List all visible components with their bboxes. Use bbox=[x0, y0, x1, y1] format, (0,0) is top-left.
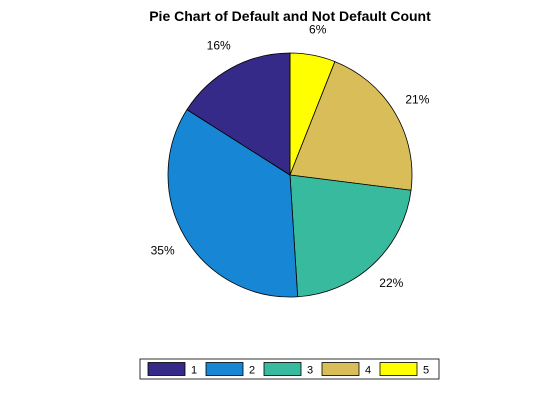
pie-slices bbox=[167, 52, 413, 298]
legend-swatch-5 bbox=[379, 362, 418, 376]
legend-swatch-2 bbox=[205, 362, 244, 376]
legend-label-4: 4 bbox=[365, 365, 371, 377]
legend: 1 2 3 4 5 bbox=[139, 358, 440, 380]
slice-percent-label-4: 21% bbox=[405, 93, 429, 107]
legend-swatch-4 bbox=[321, 362, 360, 376]
legend-swatch-3 bbox=[263, 362, 302, 376]
slice-percent-label-5: 6% bbox=[309, 23, 327, 37]
slice-percent-label-1: 16% bbox=[207, 38, 231, 52]
slice-percent-label-2: 35% bbox=[151, 243, 175, 257]
pie-percent-labels: 6% 21% 22% 35% 16% bbox=[151, 23, 430, 290]
legend-label-3: 3 bbox=[307, 365, 313, 377]
pie-slice-1 bbox=[186, 52, 291, 176]
pie-slice-2 bbox=[167, 109, 299, 298]
legend-label-1: 1 bbox=[191, 365, 197, 377]
legend-label-2: 2 bbox=[249, 365, 255, 377]
chart-title: Pie Chart of Default and Not Default Cou… bbox=[149, 8, 431, 24]
pie-slice-4 bbox=[289, 61, 413, 191]
legend-swatch-1 bbox=[147, 362, 186, 376]
slice-percent-label-3: 22% bbox=[379, 276, 403, 290]
legend-label-5: 5 bbox=[423, 365, 429, 377]
pie-slice-3 bbox=[289, 174, 412, 298]
